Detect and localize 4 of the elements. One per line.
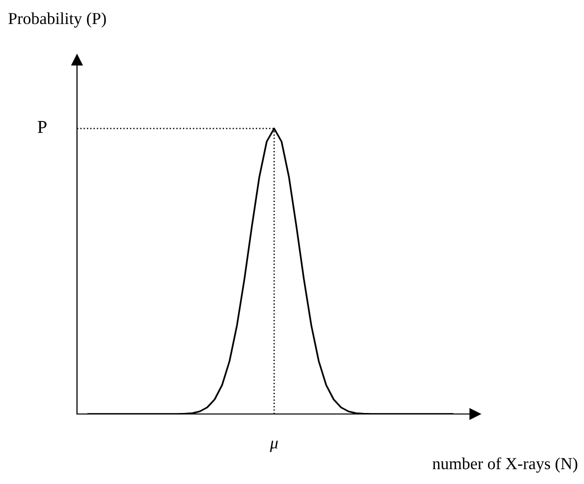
ref-line-label: P <box>38 121 47 133</box>
text: μ <box>270 440 278 452</box>
text: Probability (P) <box>8 12 106 28</box>
x-axis-title: number of X-rays (N) <box>432 457 578 473</box>
